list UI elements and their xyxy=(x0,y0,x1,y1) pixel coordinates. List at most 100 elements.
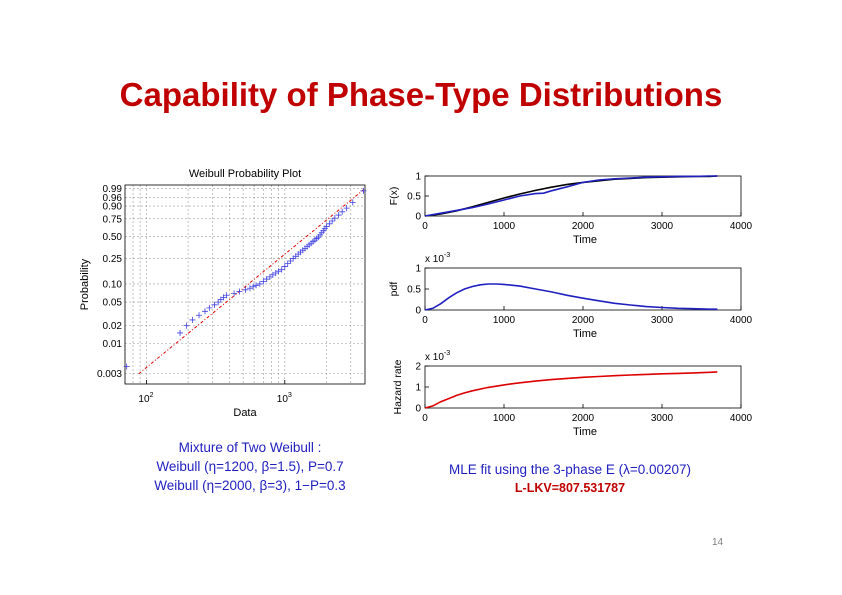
weibull-data-point xyxy=(323,223,330,230)
slide-title: Capability of Phase-Type Distributions xyxy=(119,76,723,113)
panel-3-ylabel: Hazard rate xyxy=(392,359,404,414)
panel-1-xtick-label-0: 0 xyxy=(422,221,428,232)
weibull-ytick-label-9: 0.01 xyxy=(103,339,123,350)
caption-line-3: Weibull (η=2000, β=3), 1−P=0.3 xyxy=(154,478,346,493)
panel-3-series-line-0 xyxy=(424,371,718,409)
panel-3-xtick-label-3: 3000 xyxy=(651,413,674,424)
panel-1-ytick-label-2: 1 xyxy=(415,172,421,183)
weibull-data-point xyxy=(231,290,238,297)
weibull-data-point xyxy=(284,260,291,267)
weibull-data-point xyxy=(287,257,294,264)
weibull-data-point xyxy=(349,199,356,206)
weibull-data-point xyxy=(246,285,253,292)
weibull-data-point xyxy=(331,215,338,222)
weibull-data-point xyxy=(326,220,333,227)
weibull-plot-title: Weibull Probability Plot xyxy=(189,168,301,180)
panel-2-ytick-label-0: 0 xyxy=(415,306,421,317)
weibull-data-point xyxy=(281,263,288,270)
panel-2-xtick-label-4: 4000 xyxy=(730,315,753,326)
panel-2-xtick-label-3: 3000 xyxy=(651,315,674,326)
weibull-xtick-label-0: 102 xyxy=(138,390,153,405)
weibull-data-point xyxy=(250,283,257,290)
panel-3-xtick-label-4: 4000 xyxy=(730,413,753,424)
panel-3-xtick-label-2: 2000 xyxy=(572,413,595,424)
panel-3-multiplier: x 10-3 xyxy=(425,348,450,363)
weibull-data-point xyxy=(343,205,350,212)
panel-2-ytick-label-2: 1 xyxy=(415,264,421,275)
weibull-ytick-label-2: 0.90 xyxy=(103,202,123,213)
panel-1-ytick-label-1: 0.5 xyxy=(407,192,421,203)
weibull-data-point xyxy=(201,308,208,315)
weibull-plot-frame xyxy=(124,184,366,385)
weibull-data-point xyxy=(360,187,367,194)
mixture-caption: Mixture of Two Weibull : Weibull (η=1200… xyxy=(100,438,400,495)
weibull-data-point xyxy=(266,273,273,280)
weibull-ytick-label-0: 0.99 xyxy=(103,184,123,195)
panel-2-frame xyxy=(424,267,742,311)
caption-line-2: Weibull (η=1200, β=1.5), P=0.7 xyxy=(156,459,344,474)
weibull-data-point xyxy=(275,268,282,275)
panel-2-xtick-label-2: 2000 xyxy=(572,315,595,326)
weibull-data-point xyxy=(253,282,260,289)
panel-1-xtick-label-3: 3000 xyxy=(651,221,674,232)
weibull-ytick-label-1: 0.96 xyxy=(103,193,123,204)
weibull-ytick-label-8: 0.02 xyxy=(103,321,123,332)
panel-1-series-line-0 xyxy=(424,175,718,217)
mle-fit-text: MLE fit using the 3-phase E (λ=0.00207) xyxy=(448,462,692,477)
weibull-data-point xyxy=(215,299,222,306)
panel-3-xtick-label-0: 0 xyxy=(422,413,428,424)
weibull-ytick-label-10: 0.003 xyxy=(97,369,122,380)
panel-1-xtick-label-1: 1000 xyxy=(493,221,516,232)
panel-2-xtick-label-0: 0 xyxy=(422,315,428,326)
weibull-data-point xyxy=(278,266,285,273)
lkv-value: L-LKV=807.531787 xyxy=(514,481,626,495)
panel-2-xtick-label-1: 1000 xyxy=(493,315,516,326)
mle-caption: MLE fit using the 3-phase E (λ=0.00207) … xyxy=(420,460,720,498)
page-number: 14 xyxy=(712,537,724,548)
panel-1-series-line-1 xyxy=(424,175,718,217)
panel-1-xtick-label-2: 2000 xyxy=(572,221,595,232)
weibull-ytick-label-5: 0.25 xyxy=(103,254,123,265)
panel-3-ytick-label-1: 1 xyxy=(415,383,421,394)
weibull-data-point xyxy=(260,278,267,285)
weibull-reference-line xyxy=(138,188,366,375)
panel-2-ylabel: pdf xyxy=(388,282,400,297)
weibull-ytick-label-4: 0.50 xyxy=(103,232,123,243)
weibull-data-point xyxy=(223,292,230,299)
weibull-data-point xyxy=(242,286,249,293)
weibull-data-point xyxy=(236,288,243,295)
weibull-data-point xyxy=(183,322,190,329)
panel-1-ylabel: F(x) xyxy=(388,187,400,206)
panel-3-ytick-label-2: 2 xyxy=(415,362,421,373)
panel-3-xtick-label-1: 1000 xyxy=(493,413,516,424)
panel-2-series-line-0 xyxy=(424,283,718,311)
weibull-data-point xyxy=(177,329,184,336)
caption-line-1: Mixture of Two Weibull : xyxy=(178,440,322,455)
weibull-data-point xyxy=(211,301,218,308)
weibull-ytick-label-3: 0.75 xyxy=(103,214,123,225)
panel-2-xlabel: Time xyxy=(573,328,597,340)
weibull-data-point xyxy=(256,280,263,287)
weibull-ytick-label-6: 0.10 xyxy=(103,279,123,290)
panel-3-xlabel: Time xyxy=(573,426,597,438)
weibull-data-point xyxy=(196,312,203,319)
weibull-data-point xyxy=(329,218,336,225)
weibull-xtick-label-1: 103 xyxy=(277,390,292,405)
panel-3-ytick-label-0: 0 xyxy=(415,404,421,415)
weibull-ylabel: Probability xyxy=(79,258,91,310)
weibull-xlabel: Data xyxy=(233,407,257,419)
weibull-ytick-label-7: 0.05 xyxy=(103,298,123,309)
weibull-data-point xyxy=(206,304,213,311)
weibull-data-point xyxy=(263,276,270,283)
weibull-data-point xyxy=(339,208,346,215)
panel-2-multiplier: x 10-3 xyxy=(425,250,450,265)
panel-2-ytick-label-1: 0.5 xyxy=(407,285,421,296)
weibull-data-point xyxy=(220,294,227,301)
weibull-data-point xyxy=(335,212,342,219)
weibull-data-point xyxy=(123,363,130,370)
panel-1-xlabel: Time xyxy=(573,234,597,246)
panel-1-ytick-label-0: 0 xyxy=(415,212,421,223)
panel-1-xtick-label-4: 4000 xyxy=(730,221,753,232)
weibull-data-point xyxy=(189,316,196,323)
